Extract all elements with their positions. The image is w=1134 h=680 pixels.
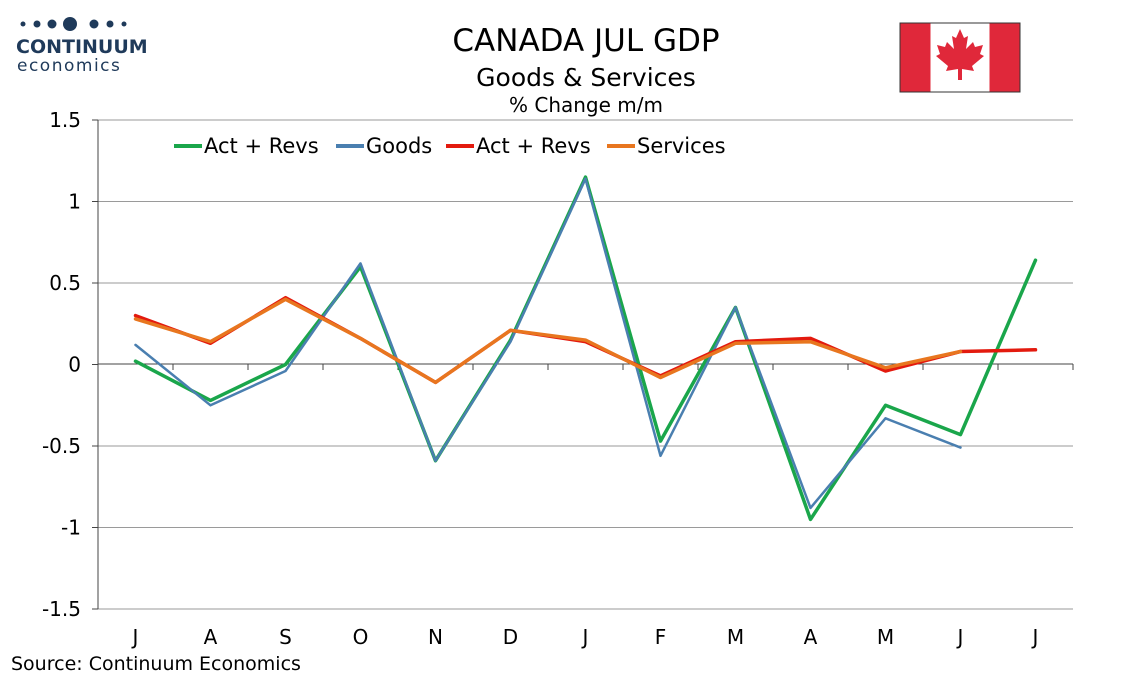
source-note: Source: Continuum Economics (11, 653, 301, 675)
chart-subtitle: Goods & Services (476, 63, 696, 92)
y-tick-label: 0 (68, 353, 81, 377)
x-tick-label: J (131, 625, 139, 649)
x-tick-label: A (204, 625, 218, 649)
x-tick-label: D (503, 625, 518, 649)
logo-text-bottom: economics (17, 56, 121, 76)
legend-label: Goods (366, 134, 432, 158)
y-tick-label: 1.5 (49, 108, 81, 132)
chart-subtitle-units: % Change m/m (509, 93, 663, 117)
logo-dots-icon (20, 17, 127, 31)
gridlines (98, 119, 1073, 610)
y-tick-label: 1 (68, 190, 81, 214)
legend-label: Act + Revs (204, 134, 319, 158)
continuum-logo: CONTINUUM economics (16, 17, 148, 76)
y-tick-label: -1.5 (42, 597, 81, 621)
x-tick-label: J (956, 625, 964, 649)
x-tick-label: J (1031, 625, 1039, 649)
legend: Act + Revs Goods Act + Revs Services (174, 134, 726, 158)
x-tick-label: M (877, 625, 894, 649)
y-axis-ticks: 1.5 1 0.5 0 -0.5 -1 -1.5 (42, 108, 98, 621)
x-tick-label: O (353, 625, 369, 649)
x-tick-label: M (727, 625, 744, 649)
series-line-4 (133, 297, 963, 385)
y-tick-label: 0.5 (49, 271, 81, 295)
series-lines (133, 175, 1038, 522)
legend-label: Services (637, 134, 726, 158)
x-tick-label: A (804, 625, 818, 649)
x-tick-label: J (581, 625, 589, 649)
chart-title: CANADA JUL GDP (452, 23, 719, 59)
canada-flag-icon (899, 22, 1021, 93)
y-tick-label: -1 (61, 516, 81, 540)
x-tick-label: N (428, 625, 443, 649)
series-line-2 (134, 177, 962, 510)
x-tick-label: S (279, 625, 292, 649)
axes (97, 120, 1073, 609)
logo-text-top: CONTINUUM (16, 36, 148, 58)
legend-label: Act + Revs (476, 134, 591, 158)
x-tick-label: F (655, 625, 667, 649)
series-line-1 (133, 175, 1038, 522)
y-tick-label: -0.5 (42, 434, 81, 458)
